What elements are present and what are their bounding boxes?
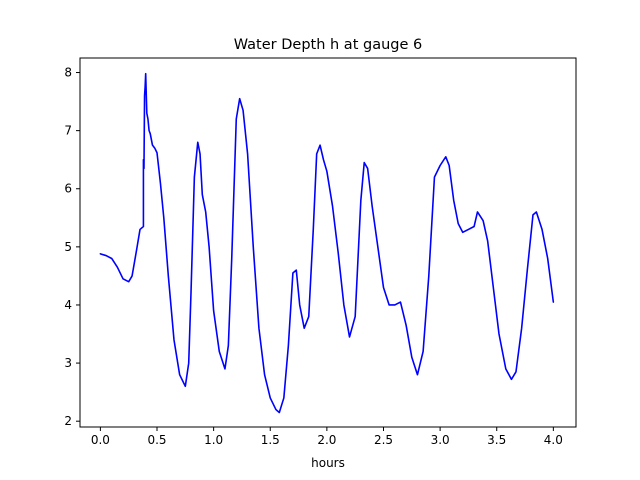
x-tick-label: 1.0: [204, 433, 223, 447]
x-tick-label: 4.0: [544, 433, 563, 447]
y-tick-label: 3: [64, 356, 72, 370]
x-axis-label: hours: [311, 456, 345, 470]
series-line-0: [99, 72, 555, 414]
x-tick-label: 0.5: [147, 433, 166, 447]
x-tick-label: 2.0: [317, 433, 336, 447]
y-tick-label: 5: [64, 240, 72, 254]
x-tick-label: 0.0: [91, 433, 110, 447]
x-tick-label: 3.5: [487, 433, 506, 447]
y-tick-label: 2: [64, 414, 72, 428]
y-tick-label: 7: [64, 124, 72, 138]
x-axis-ticks: 0.0 0.5 1.0 1.5 2.0 2.5 3.0 3.5 4.0: [91, 427, 563, 447]
x-tick-label: 1.5: [261, 433, 280, 447]
chart-title: Water Depth h at gauge 6: [234, 37, 422, 53]
y-axis-ticks: 2 3 4 5 6 7 8: [64, 66, 80, 428]
axes-frame: [79, 57, 577, 428]
x-tick-label: 3.0: [431, 433, 450, 447]
x-tick-label: 2.5: [374, 433, 393, 447]
y-tick-label: 6: [64, 182, 72, 196]
y-tick-label: 8: [64, 66, 72, 80]
y-tick-label: 4: [64, 298, 72, 312]
plot-area: [79, 57, 577, 428]
